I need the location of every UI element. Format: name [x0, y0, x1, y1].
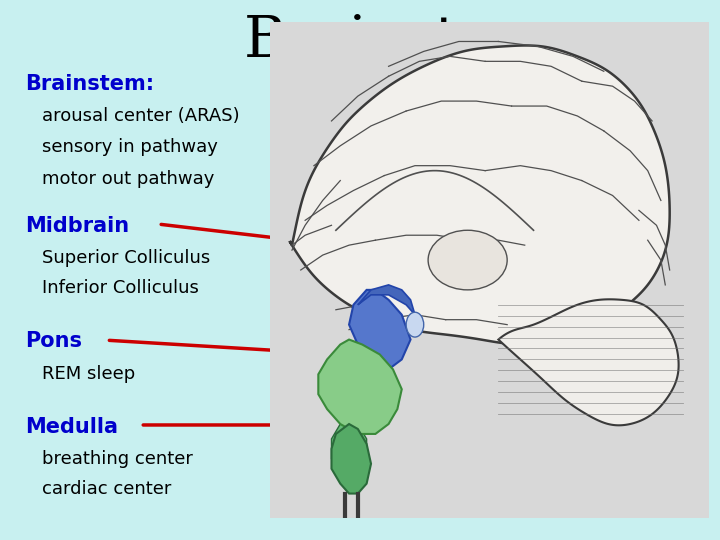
- FancyBboxPatch shape: [270, 22, 709, 518]
- Polygon shape: [358, 285, 415, 315]
- Polygon shape: [498, 299, 679, 426]
- Text: arousal center (ARAS): arousal center (ARAS): [42, 107, 239, 125]
- Text: Brainstem:: Brainstem:: [25, 73, 154, 94]
- Polygon shape: [331, 424, 366, 478]
- Text: Medulla: Medulla: [25, 416, 118, 437]
- Text: Midbrain: Midbrain: [25, 215, 130, 236]
- Text: Inferior Colliculus: Inferior Colliculus: [42, 279, 199, 298]
- Polygon shape: [349, 290, 410, 369]
- Text: motor out pathway: motor out pathway: [42, 170, 214, 188]
- Ellipse shape: [428, 230, 507, 290]
- Text: Pons: Pons: [25, 331, 82, 352]
- Polygon shape: [289, 45, 670, 345]
- Polygon shape: [331, 424, 371, 494]
- Text: cardiac center: cardiac center: [42, 480, 171, 498]
- Text: breathing center: breathing center: [42, 450, 193, 468]
- Ellipse shape: [406, 312, 423, 337]
- Text: REM sleep: REM sleep: [42, 364, 135, 383]
- Text: Superior Colliculus: Superior Colliculus: [42, 249, 210, 267]
- Polygon shape: [318, 340, 402, 434]
- Text: sensory in pathway: sensory in pathway: [42, 138, 217, 157]
- Text: Brainstem: Brainstem: [243, 12, 549, 69]
